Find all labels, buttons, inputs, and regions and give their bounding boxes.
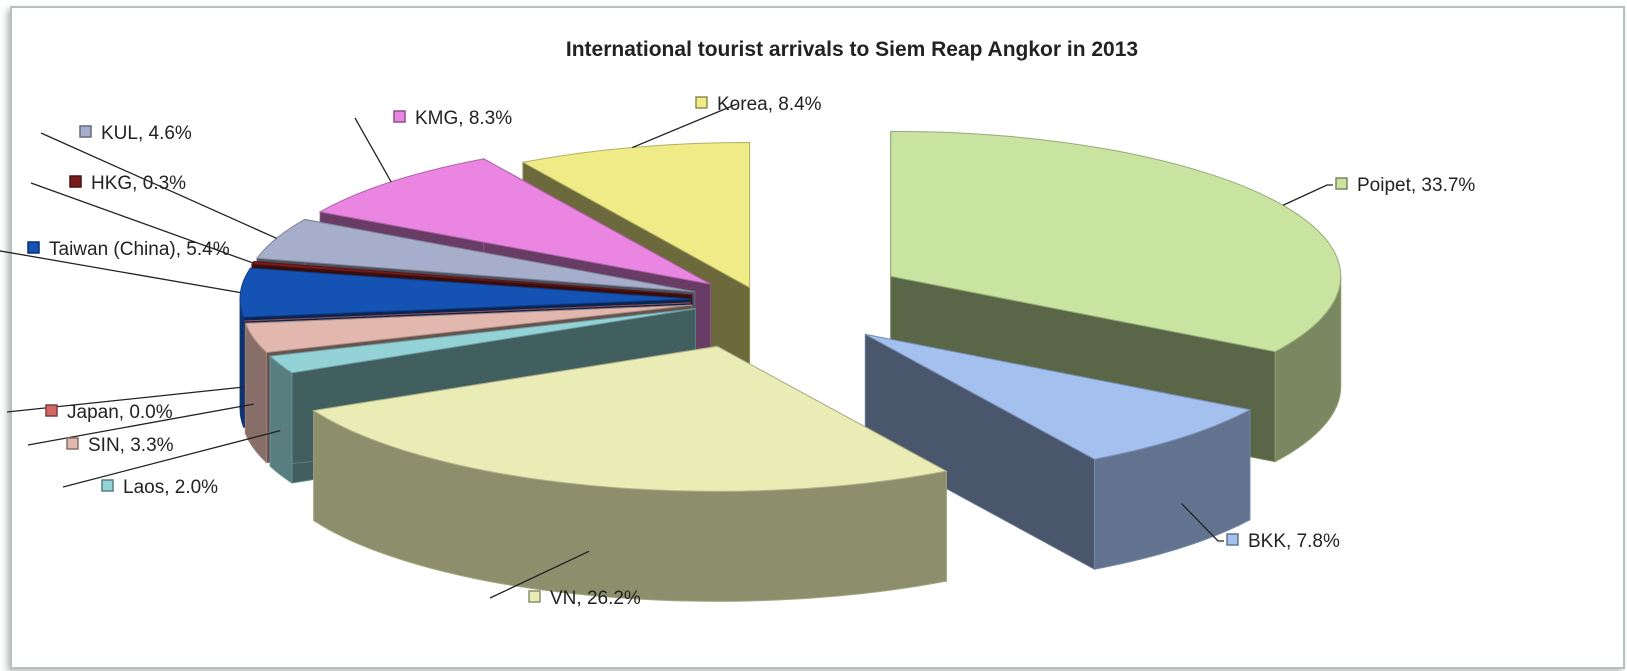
data-label: HKG, 0.3% <box>91 173 186 194</box>
leader-line <box>489 550 590 599</box>
legend-key <box>695 96 708 109</box>
legend-key <box>69 175 82 188</box>
legend-key <box>27 241 40 254</box>
data-label: KMG, 8.3% <box>415 108 512 129</box>
leader-line <box>631 103 738 149</box>
slice <box>312 345 948 602</box>
data-label: SIN, 3.3% <box>88 435 174 456</box>
legend-key <box>1226 533 1239 546</box>
slice <box>890 130 1342 463</box>
data-label: BKK, 7.8% <box>1248 531 1340 552</box>
leader-line <box>40 132 277 239</box>
data-label: Taiwan (China), 5.4% <box>49 239 230 260</box>
data-label: Poipet, 33.7% <box>1357 175 1475 196</box>
data-label: Korea, 8.4% <box>717 94 822 115</box>
leader-line <box>0 250 241 294</box>
slice-wall <box>239 299 245 428</box>
leader-line <box>354 117 392 183</box>
legend-key <box>393 110 406 123</box>
data-label: Laos, 2.0% <box>123 477 218 498</box>
slice-wall <box>269 354 293 484</box>
chart-title: International tourist arrivals to Siem R… <box>566 38 1138 61</box>
legend-key <box>45 404 58 417</box>
slice-top <box>312 345 948 492</box>
legend-key <box>528 590 541 603</box>
data-label: KUL, 4.6% <box>101 123 192 144</box>
slice-top <box>865 333 1252 460</box>
slice-top <box>268 308 696 374</box>
slice <box>864 333 1252 571</box>
leader-line <box>1181 503 1224 542</box>
data-label: Japan, 0.0% <box>67 402 173 423</box>
slice-top <box>244 304 692 354</box>
legend-key <box>1335 177 1348 190</box>
legend-key <box>66 437 79 450</box>
slice-top <box>890 130 1342 353</box>
leader-line <box>62 429 281 488</box>
leader-line <box>1282 184 1333 206</box>
legend-key <box>101 479 114 492</box>
slice-top <box>239 267 691 318</box>
data-label: VN, 26.2% <box>550 588 641 609</box>
leader-line <box>27 403 254 446</box>
leader-line <box>30 182 254 264</box>
legend-key <box>79 125 92 138</box>
